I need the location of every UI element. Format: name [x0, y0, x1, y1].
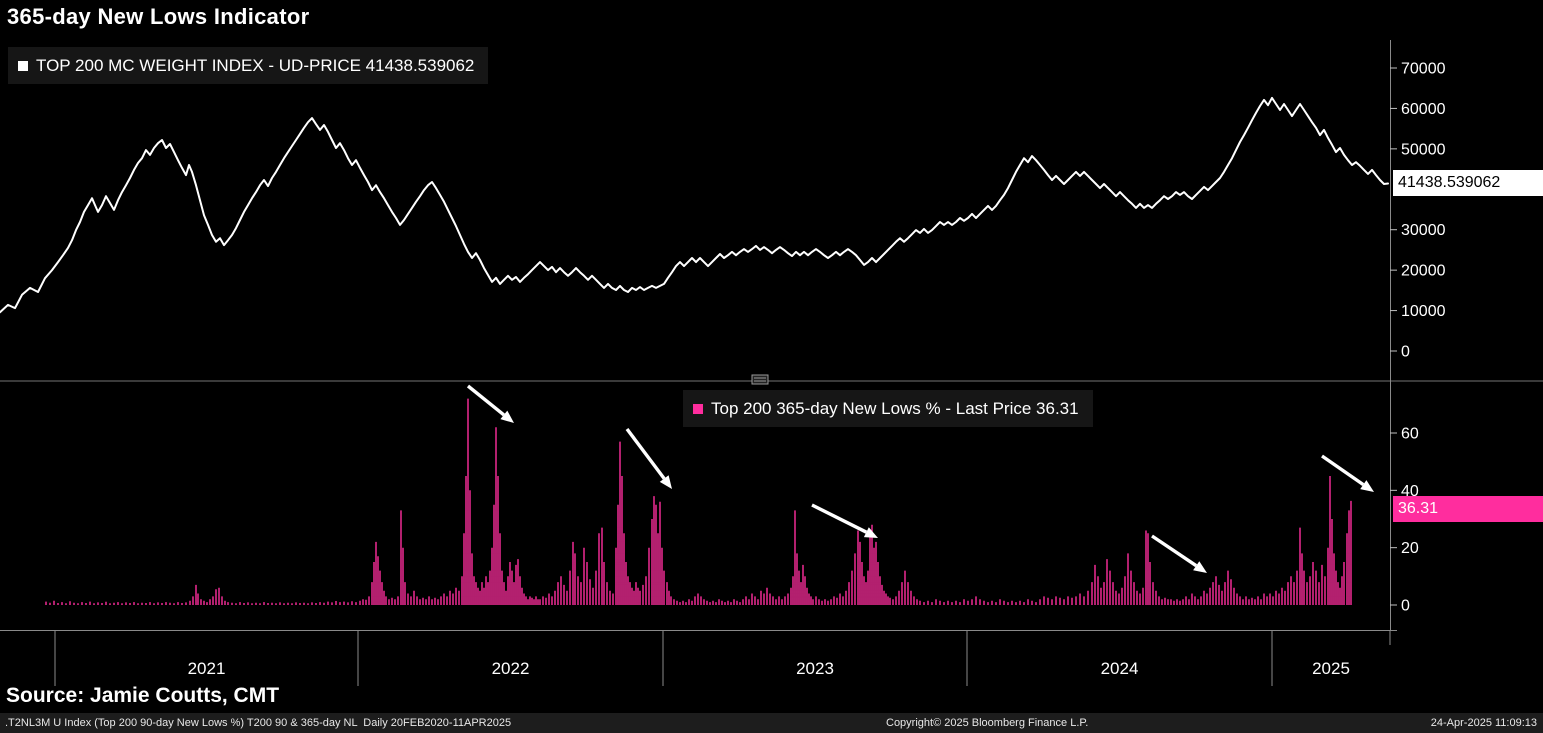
price-line[interactable]: [0, 96, 1389, 314]
x-year-label: 2024: [1101, 659, 1139, 678]
y-tick-label: 50000: [1401, 141, 1446, 158]
lows-series-legend[interactable]: Top 200 365-day New Lows % - Last Price …: [683, 390, 1093, 427]
annotation-arrow: [1321, 454, 1365, 486]
footer-right-text: 24-Apr-2025 11:09:13: [1430, 717, 1537, 729]
chart-title: 365-day New Lows Indicator: [7, 4, 310, 29]
x-year-label: 2025: [1312, 659, 1350, 678]
price-series-marker-icon: [18, 60, 28, 71]
annotation-arrow: [466, 384, 505, 417]
last-price-badge: 41438.539062: [1393, 170, 1543, 196]
price-series-legend[interactable]: TOP 200 MC WEIGHT INDEX - UD-PRICE 41438…: [8, 47, 489, 84]
y-tick-label: 0: [1401, 598, 1410, 615]
y-tick-label: 0: [1401, 344, 1410, 361]
x-year-label: 2022: [492, 659, 530, 678]
annotation-arrowhead: [659, 475, 672, 489]
lows-series-marker-icon: [693, 403, 703, 414]
annotation-arrowhead: [1193, 561, 1207, 573]
new-lows-bars[interactable]: [45, 398, 1352, 605]
footer-center-text: Copyright© 2025 Bloomberg Finance L.P.: [886, 717, 1089, 729]
panel-resize-handle[interactable]: [751, 374, 769, 385]
annotation-arrowhead: [863, 527, 878, 538]
y-tick-label: 10000: [1401, 303, 1446, 320]
annotation-arrow: [811, 503, 868, 534]
y-tick-label: 60000: [1401, 101, 1446, 118]
last-lows-badge: 36.31: [1393, 496, 1543, 522]
y-tick-label: 20: [1401, 540, 1419, 557]
y-tick-label: 20000: [1401, 263, 1446, 280]
y-tick-label: 70000: [1401, 61, 1446, 78]
annotation-arrowhead: [500, 410, 514, 423]
y-tick-label: 40: [1401, 483, 1419, 500]
x-year-label: 2023: [796, 659, 834, 678]
x-year-label: 2021: [188, 659, 226, 678]
status-bar: .T2NL3M U Index (Top 200 90-day New Lows…: [0, 713, 1543, 733]
footer-left-text: .T2NL3M U Index (Top 200 90-day New Lows…: [5, 717, 512, 729]
price-series-legend-label: TOP 200 MC WEIGHT INDEX - UD-PRICE 41438…: [36, 55, 475, 75]
annotation-arrowhead: [1360, 480, 1374, 492]
y-tick-label: 30000: [1401, 222, 1446, 239]
annotation-arrow: [625, 427, 666, 480]
lows-series-legend-label: Top 200 365-day New Lows % - Last Price …: [711, 398, 1079, 418]
y-tick-label: 60: [1401, 426, 1419, 443]
source-note: Source: Jamie Coutts, CMT: [6, 684, 280, 707]
annotation-arrow: [1151, 534, 1198, 568]
